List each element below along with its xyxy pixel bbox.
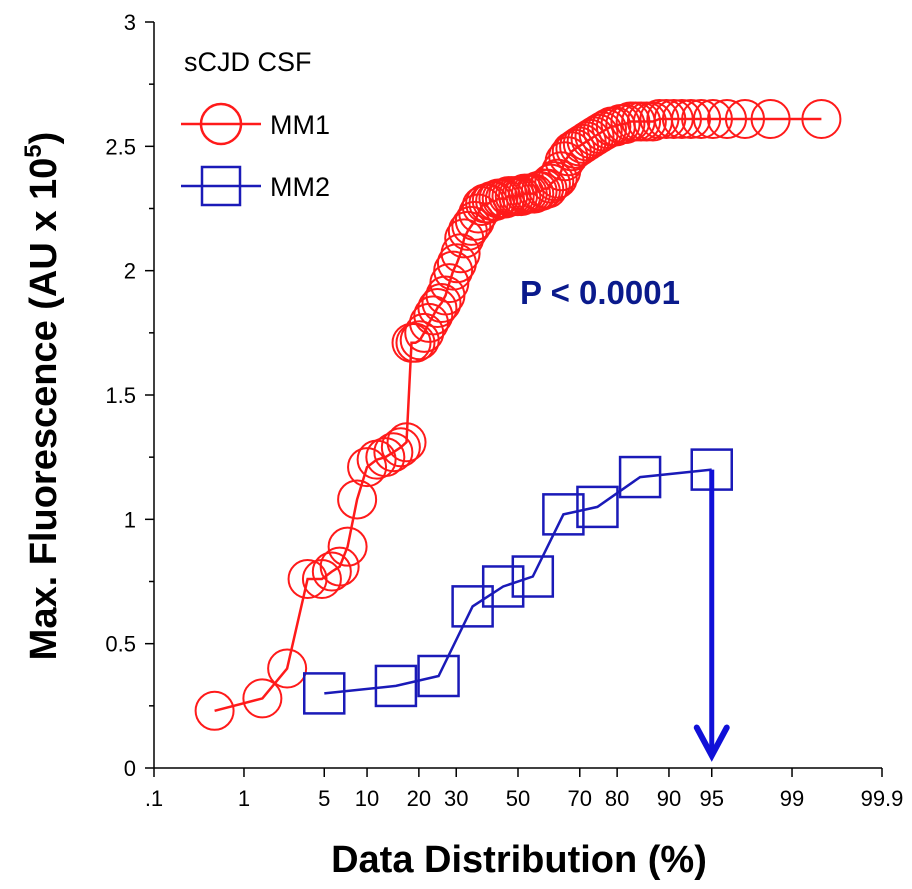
legend-label-mm2: MM2 — [270, 172, 330, 202]
y-axis-title-exponent: 5 — [20, 144, 47, 157]
data-point-mm1 — [386, 422, 427, 463]
series-layer — [194, 98, 842, 731]
x-tick-label: 30 — [444, 786, 468, 811]
x-tick-label: 80 — [605, 786, 629, 811]
y-tick-label: 3 — [124, 10, 136, 35]
data-point-mm1 — [433, 250, 474, 291]
p-value-annotation: P < 0.0001 — [520, 274, 680, 311]
data-point-mm1 — [537, 158, 578, 199]
x-tick-label: 70 — [568, 786, 592, 811]
data-point-mm2 — [542, 493, 585, 536]
legend-title: sCJD CSF — [184, 47, 312, 77]
y-tick-label: 0 — [124, 756, 136, 781]
data-point-mm1 — [578, 113, 619, 154]
data-point-mm1 — [646, 98, 687, 139]
legend-marker-mm2 — [200, 165, 242, 207]
data-point-mm1 — [373, 432, 414, 473]
data-point-mm1 — [337, 479, 378, 520]
data-point-mm2 — [511, 555, 555, 598]
data-point-mm1 — [194, 690, 235, 731]
data-point-mm1 — [327, 526, 368, 567]
x-tick-label: 95 — [700, 786, 724, 811]
y-tick-label: 1.5 — [105, 383, 136, 408]
data-point-mm1 — [319, 546, 360, 587]
data-point-mm2 — [618, 455, 662, 499]
y-tick-label: 2.5 — [105, 134, 136, 159]
x-tick-label: 20 — [407, 786, 431, 811]
legend-marker-mm1 — [199, 102, 243, 146]
data-point-mm1 — [681, 98, 722, 139]
x-axis-title: Data Distribution (%) — [331, 839, 707, 881]
data-point-mm1 — [724, 98, 765, 139]
y-axis-title-end: ) — [23, 132, 65, 145]
x-tick-label: 5 — [318, 786, 330, 811]
data-point-mm2 — [374, 664, 418, 708]
x-tick-label: 1 — [238, 786, 250, 811]
data-point-mm1 — [451, 205, 492, 246]
data-point-mm1 — [417, 287, 458, 328]
y-tick-label: 0.5 — [105, 632, 136, 657]
x-tick-label: 90 — [657, 786, 681, 811]
overlay — [693, 469, 730, 762]
data-point-mm2 — [481, 565, 525, 608]
data-point-mm1 — [421, 282, 462, 323]
data-point-mm1 — [413, 295, 454, 336]
arrow-head — [693, 724, 730, 762]
data-point-mm1 — [707, 98, 748, 139]
data-point-mm1 — [639, 98, 680, 139]
legend-label-mm1: MM1 — [270, 110, 330, 140]
data-point-mm2 — [417, 654, 460, 698]
x-tick-label: 50 — [506, 786, 530, 811]
y-tick-label: 2 — [124, 259, 136, 284]
series-line-mm2 — [324, 468, 712, 695]
x-tick-label: .1 — [145, 786, 163, 811]
axes: 0 0.5 1 1.5 2 2.5 3 .1 1 5 10 20 30 50 70 80 90 95 99 99.9 — [105, 10, 903, 811]
data-point-mm1 — [801, 98, 842, 139]
data-point-mm2 — [303, 672, 346, 715]
data-point-mm1 — [661, 98, 702, 139]
x-tick-label: 99.9 — [861, 786, 904, 811]
data-point-mm1 — [653, 98, 694, 139]
data-point-mm1 — [311, 551, 352, 592]
y-axis-title-main: Max. Fluorescence (AU x 10 — [23, 158, 65, 661]
data-point-mm1 — [347, 447, 388, 488]
y-tick-label: 1 — [124, 507, 136, 532]
data-point-mm1 — [242, 678, 283, 719]
legend: sCJD CSF MM1 MM2 — [181, 47, 330, 207]
data-point-mm1 — [670, 98, 711, 139]
data-point-mm1 — [365, 437, 406, 478]
data-point-mm1 — [692, 98, 733, 139]
x-tick-label: 10 — [355, 786, 379, 811]
x-tick-label: 99 — [780, 786, 804, 811]
y-axis-title: Max. Fluorescence (AU x 105) — [20, 132, 65, 661]
data-point-mm1 — [380, 427, 421, 468]
data-point-mm1 — [750, 98, 791, 139]
data-point-mm1 — [534, 161, 575, 202]
data-point-mm1 — [404, 312, 445, 353]
data-point-mm2 — [576, 485, 619, 529]
data-point-mm1 — [267, 648, 308, 689]
